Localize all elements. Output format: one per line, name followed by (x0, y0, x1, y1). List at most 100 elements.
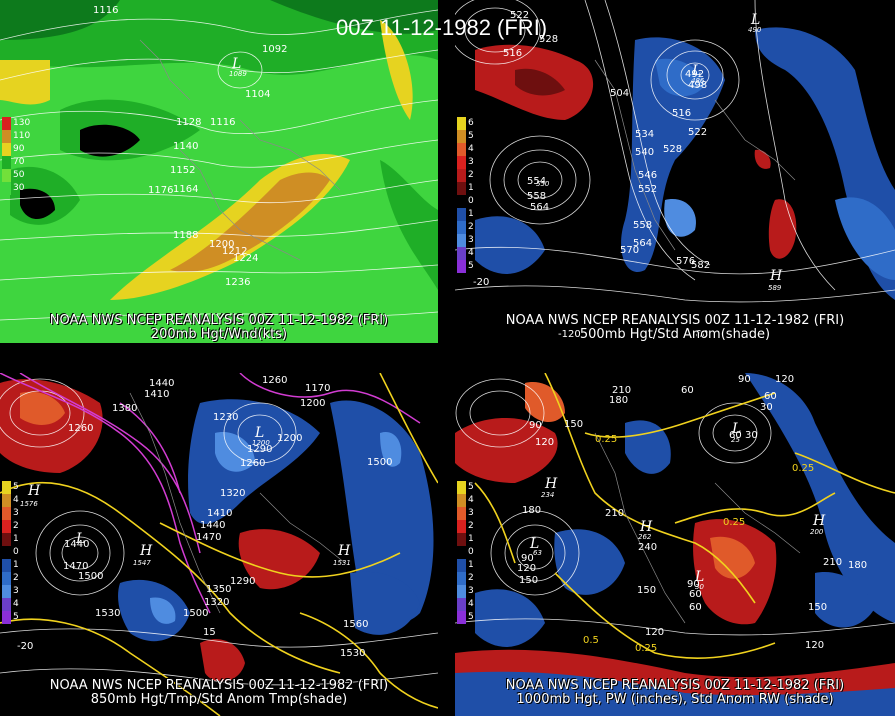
legend-row: 2 (2, 572, 26, 585)
svg-text:1500: 1500 (183, 608, 208, 619)
svg-text:570: 570 (620, 245, 639, 256)
svg-text:1092: 1092 (262, 44, 287, 55)
svg-text:1170: 1170 (305, 383, 330, 394)
svg-text:1200: 1200 (209, 239, 234, 250)
svg-text:-20: -20 (17, 641, 33, 652)
svg-text:1531: 1531 (333, 559, 351, 567)
svg-text:490: 490 (748, 26, 762, 34)
svg-text:550: 550 (536, 180, 550, 188)
svg-text:60: 60 (689, 589, 702, 600)
svg-text:589: 589 (768, 284, 782, 292)
legend-row: 1 (457, 182, 481, 195)
svg-text:H: H (337, 543, 351, 559)
legend-row: 5 (2, 611, 26, 624)
legend-row: 2 (2, 520, 26, 533)
legend-row: 2 (457, 572, 481, 585)
svg-text:558: 558 (527, 191, 546, 202)
panel-caption: NOAA NWS NCEP REANALYSIS 00Z 11-12-1982 … (455, 679, 895, 707)
svg-text:1500: 1500 (367, 457, 392, 468)
legend-row: 0 (457, 546, 481, 559)
svg-text:-120: -120 (558, 329, 581, 340)
svg-text:H: H (27, 483, 41, 499)
svg-text:L: L (731, 421, 741, 437)
legend-row: 30 (2, 182, 26, 195)
svg-text:1128: 1128 (176, 117, 201, 128)
legend-row: 3 (457, 156, 481, 169)
svg-text:63: 63 (533, 549, 542, 557)
svg-text:210: 210 (823, 557, 842, 568)
svg-text:H: H (812, 513, 826, 529)
legend-row: 4 (457, 247, 481, 260)
svg-text:1576: 1576 (20, 500, 38, 508)
svg-text:150: 150 (519, 575, 538, 586)
legend-row: 4 (457, 598, 481, 611)
svg-text:1230: 1230 (213, 412, 238, 423)
svg-text:1440: 1440 (200, 520, 225, 531)
svg-text:1176: 1176 (148, 185, 173, 196)
panel-500mb: 522 528 516 492 498 504 516 522 534 540 … (455, 0, 895, 343)
svg-text:1224: 1224 (233, 253, 258, 264)
legend-row: 6 (457, 117, 481, 130)
svg-text:486: 486 (691, 77, 705, 85)
svg-text:1212: 1212 (222, 246, 247, 257)
legend-row: 1 (2, 533, 26, 546)
svg-text:150: 150 (808, 602, 827, 613)
svg-text:120: 120 (775, 374, 794, 385)
legend-1000mb: 5 4 3 2 1 0 1 2 3 4 5 (457, 481, 481, 624)
legend-row: 2 (457, 169, 481, 182)
svg-text:200: 200 (810, 528, 824, 536)
caption-line1: NOAA NWS NCEP REANALYSIS 00Z 11-12-1982 … (505, 678, 845, 693)
svg-text:1320: 1320 (204, 597, 229, 608)
svg-text:552: 552 (638, 184, 657, 195)
svg-text:1530: 1530 (340, 648, 365, 659)
svg-text:15: 15 (203, 627, 216, 638)
svg-text:H: H (544, 476, 558, 492)
legend-row: 5 (457, 130, 481, 143)
svg-text:1380: 1380 (112, 403, 137, 414)
svg-text:1530: 1530 (95, 608, 120, 619)
svg-text:1440: 1440 (64, 539, 89, 550)
svg-text:1260: 1260 (68, 423, 93, 434)
svg-text:180: 180 (848, 560, 867, 571)
map-200mb: 1116 1092 1104 1128 1116 1140 1152 1176 … (0, 0, 438, 343)
legend-row: 3 (2, 585, 26, 598)
legend-row: 1 (457, 208, 481, 221)
svg-text:-20: -20 (473, 277, 489, 288)
legend-row: 90 (2, 143, 26, 156)
svg-text:60: 60 (729, 430, 742, 441)
legend-row: 4 (2, 598, 26, 611)
svg-text:0.5: 0.5 (583, 635, 599, 646)
legend-row: 3 (457, 234, 481, 247)
legend-row: 1 (457, 559, 481, 572)
svg-text:1320: 1320 (220, 488, 245, 499)
svg-text:60: 60 (764, 391, 777, 402)
svg-text:1104: 1104 (245, 89, 270, 100)
svg-text:L: L (694, 569, 704, 585)
legend-row: 2 (457, 221, 481, 234)
legend-row: 3 (457, 585, 481, 598)
svg-text:60: 60 (689, 602, 702, 613)
legend-row: 5 (457, 481, 481, 494)
panel-caption: NOAA NWS NCEP REANALYSIS 00Z 11-12-1982 … (0, 314, 438, 342)
svg-text:1200: 1200 (300, 398, 325, 409)
svg-text:1200: 1200 (252, 439, 270, 447)
svg-text:120: 120 (535, 437, 554, 448)
svg-text:1500: 1500 (78, 571, 103, 582)
svg-text:528: 528 (663, 144, 682, 155)
svg-text:522: 522 (688, 127, 707, 138)
legend-row: 4 (457, 494, 481, 507)
caption-line1: NOAA NWS NCEP REANALYSIS 00Z 11-12-1982 … (49, 678, 389, 693)
svg-text:120: 120 (645, 627, 664, 638)
legend-row: 5 (457, 260, 481, 273)
svg-text:564: 564 (633, 238, 652, 249)
legend-row: 4 (2, 494, 26, 507)
svg-text:H: H (639, 519, 653, 535)
panel-caption: NOAA NWS NCEP REANALYSIS 00Z 11-12-1982 … (0, 679, 438, 707)
svg-text:60: 60 (681, 385, 694, 396)
svg-text:1410: 1410 (144, 389, 169, 400)
legend-200mb: 130 110 90 70 50 30 (2, 117, 30, 195)
svg-text:L: L (231, 56, 241, 72)
legend-row: 2 (457, 520, 481, 533)
legend-row: 70 (2, 156, 26, 169)
svg-text:0.25: 0.25 (635, 643, 657, 654)
